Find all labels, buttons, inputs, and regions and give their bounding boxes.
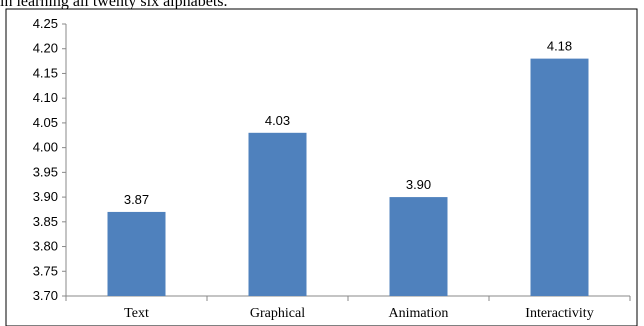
y-tick-label: 4.20 (33, 41, 58, 56)
data-label: 3.90 (406, 177, 431, 192)
caption-fragment: in learning all twenty six alphabets. (0, 0, 228, 10)
x-tick-label: Text (124, 306, 149, 321)
data-label: 4.18 (547, 39, 572, 54)
data-label: 4.03 (265, 113, 290, 128)
x-axis: Text Graphical Animation Interactivity (65, 295, 631, 321)
y-tick-label: 3.70 (33, 288, 58, 303)
y-tick-label: 3.85 (33, 214, 58, 229)
y-tick-label: 3.95 (33, 164, 58, 179)
x-tick-label: Interactivity (525, 306, 593, 321)
y-tick-label: 3.75 (33, 263, 58, 278)
bar-text (107, 211, 166, 296)
y-tick-label: 4.15 (33, 65, 58, 80)
bar-interactivity (530, 58, 589, 297)
x-tick-label: Animation (389, 306, 449, 321)
bars (107, 58, 589, 297)
y-tick-label: 4.10 (33, 90, 58, 105)
y-tick-label: 4.05 (33, 115, 58, 130)
y-tick-label: 4.00 (33, 140, 58, 155)
y-axis: 3.70 3.75 3.80 3.85 3.90 3.95 4.00 4.05 4.10 4.15… (33, 16, 67, 303)
y-tick-label: 4.25 (33, 16, 58, 31)
x-tick-label: Graphical (250, 306, 305, 321)
y-tick-label: 3.90 (33, 189, 58, 204)
bar-graphical (248, 132, 307, 296)
data-label: 3.87 (124, 192, 149, 207)
y-tick-label: 3.80 (33, 239, 58, 254)
data-labels: 3.87 4.03 3.90 4.18 (124, 39, 572, 207)
bar-animation (389, 197, 448, 296)
